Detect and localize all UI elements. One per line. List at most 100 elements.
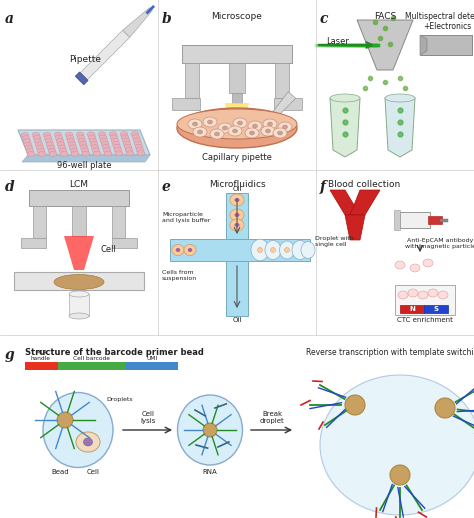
- Polygon shape: [357, 20, 413, 70]
- Text: a: a: [5, 12, 14, 26]
- Polygon shape: [256, 92, 296, 136]
- Ellipse shape: [273, 128, 287, 138]
- Ellipse shape: [230, 219, 244, 231]
- Text: Cell: Cell: [101, 246, 117, 254]
- Text: Break
droplet: Break droplet: [260, 411, 284, 424]
- Ellipse shape: [103, 148, 111, 153]
- Text: Pipette: Pipette: [69, 55, 101, 65]
- Text: 96-well plate: 96-well plate: [57, 161, 111, 169]
- Bar: [229, 63, 245, 93]
- Ellipse shape: [76, 132, 84, 137]
- Bar: [226, 193, 248, 239]
- Bar: [14, 272, 144, 290]
- Bar: [172, 98, 200, 110]
- Polygon shape: [80, 30, 130, 80]
- Ellipse shape: [233, 129, 237, 133]
- Polygon shape: [330, 98, 360, 157]
- Ellipse shape: [235, 198, 239, 202]
- Ellipse shape: [265, 129, 271, 133]
- Ellipse shape: [172, 244, 184, 255]
- Ellipse shape: [438, 291, 448, 299]
- Ellipse shape: [82, 151, 90, 156]
- Text: Bead: Bead: [51, 469, 69, 475]
- Ellipse shape: [385, 94, 415, 102]
- Ellipse shape: [58, 145, 66, 150]
- Polygon shape: [420, 35, 427, 55]
- Text: Reverse transcription with template switching: Reverse transcription with template swit…: [306, 348, 474, 357]
- Ellipse shape: [114, 148, 122, 153]
- Text: Microscope: Microscope: [211, 12, 263, 21]
- Bar: [400, 212, 430, 228]
- Ellipse shape: [125, 148, 133, 153]
- Polygon shape: [75, 72, 88, 85]
- Text: Droplet with
single cell: Droplet with single cell: [315, 236, 354, 247]
- Text: Cell: Cell: [86, 469, 100, 475]
- Ellipse shape: [34, 139, 42, 144]
- Ellipse shape: [57, 412, 73, 428]
- Ellipse shape: [78, 138, 86, 143]
- Text: Anti-EpCAM antibody
with magnetic particle: Anti-EpCAM antibody with magnetic partic…: [405, 238, 474, 249]
- Ellipse shape: [198, 130, 202, 134]
- Ellipse shape: [435, 398, 455, 418]
- Ellipse shape: [110, 135, 118, 140]
- Ellipse shape: [66, 135, 74, 140]
- Bar: [424, 305, 448, 313]
- Polygon shape: [345, 215, 365, 240]
- Ellipse shape: [79, 141, 87, 147]
- Text: S: S: [434, 306, 438, 312]
- Polygon shape: [385, 98, 415, 157]
- Ellipse shape: [177, 395, 243, 465]
- Bar: [126, 362, 178, 370]
- Ellipse shape: [136, 148, 144, 152]
- Bar: [420, 35, 472, 55]
- Polygon shape: [350, 190, 380, 215]
- Ellipse shape: [109, 132, 117, 137]
- Bar: [72, 206, 86, 236]
- Ellipse shape: [230, 209, 244, 221]
- Ellipse shape: [22, 136, 30, 141]
- Ellipse shape: [222, 126, 228, 130]
- Text: Oil: Oil: [232, 186, 242, 192]
- Text: g: g: [5, 348, 15, 362]
- Bar: [226, 261, 248, 316]
- Ellipse shape: [265, 240, 281, 260]
- Ellipse shape: [23, 139, 31, 144]
- Ellipse shape: [230, 194, 244, 206]
- Text: UMI: UMI: [146, 356, 157, 361]
- Ellipse shape: [49, 151, 57, 156]
- Ellipse shape: [44, 136, 52, 140]
- Ellipse shape: [398, 291, 408, 299]
- Ellipse shape: [69, 313, 89, 319]
- Ellipse shape: [188, 248, 192, 252]
- Ellipse shape: [33, 136, 41, 140]
- Ellipse shape: [235, 223, 239, 227]
- Ellipse shape: [263, 119, 277, 129]
- Bar: [182, 45, 292, 63]
- Text: Multispectral detector
+Electronics: Multispectral detector +Electronics: [405, 11, 474, 31]
- Ellipse shape: [210, 129, 224, 139]
- Ellipse shape: [292, 240, 308, 260]
- Ellipse shape: [283, 125, 288, 129]
- Ellipse shape: [345, 395, 365, 415]
- Ellipse shape: [203, 117, 217, 127]
- Text: Laser: Laser: [326, 36, 349, 46]
- Text: PCR
handle: PCR handle: [31, 350, 51, 361]
- Ellipse shape: [113, 145, 121, 150]
- Bar: [440, 219, 448, 222]
- Ellipse shape: [208, 120, 212, 124]
- Ellipse shape: [123, 141, 131, 146]
- Ellipse shape: [228, 126, 242, 136]
- Ellipse shape: [277, 131, 283, 135]
- Ellipse shape: [418, 291, 428, 299]
- Ellipse shape: [80, 145, 88, 150]
- Bar: [394, 210, 400, 230]
- Ellipse shape: [54, 275, 104, 290]
- Text: f: f: [320, 180, 326, 194]
- Bar: [112, 238, 137, 248]
- Text: e: e: [162, 180, 171, 194]
- Bar: [274, 98, 302, 110]
- Text: Oil: Oil: [232, 317, 242, 323]
- Bar: [58, 362, 126, 370]
- Polygon shape: [225, 103, 249, 138]
- Text: RNA: RNA: [202, 469, 218, 475]
